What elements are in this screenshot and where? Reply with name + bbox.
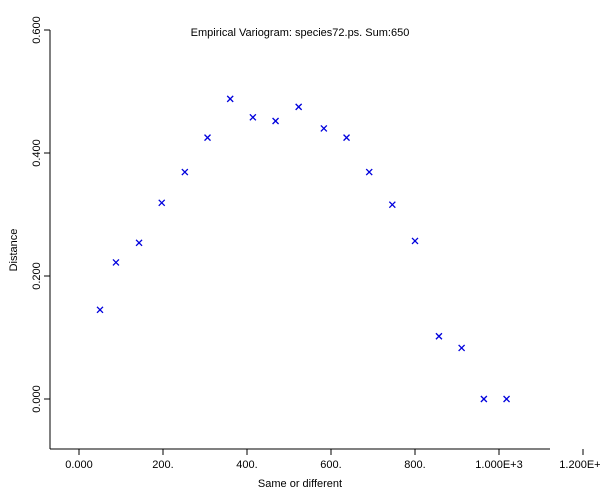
data-point xyxy=(343,134,350,142)
x-tick-label: 600. xyxy=(320,459,341,471)
data-point xyxy=(458,344,466,352)
y-tick-label: 0.600 xyxy=(31,16,43,44)
data-point xyxy=(112,259,120,266)
x-tick-label: 1.000E+3 xyxy=(475,459,522,471)
y-tick-label: 0.200 xyxy=(31,262,43,290)
data-point xyxy=(249,113,257,121)
x-tick-label: 0.000 xyxy=(65,459,93,471)
x-tick-label: 800. xyxy=(404,459,425,471)
axes xyxy=(49,30,550,450)
data-point xyxy=(158,199,166,207)
x-tick-label: 200. xyxy=(152,459,173,471)
data-point xyxy=(411,237,419,245)
y-tick-label: 0.000 xyxy=(31,385,43,413)
y-axis-title: Distance xyxy=(8,229,20,272)
data-point xyxy=(204,134,211,142)
data-points xyxy=(96,95,511,403)
data-point xyxy=(272,117,280,125)
x-tick-label: 400. xyxy=(236,459,257,471)
y-tick-label: 0.400 xyxy=(31,139,43,167)
data-point xyxy=(181,168,189,176)
data-point xyxy=(295,103,303,111)
data-point xyxy=(480,395,488,403)
data-point xyxy=(435,332,443,340)
y-ticks: 0.000 0.200 0.400 0.600 xyxy=(31,16,50,413)
data-point xyxy=(365,168,373,176)
data-point xyxy=(226,95,234,103)
data-point xyxy=(96,306,104,314)
data-point xyxy=(388,201,396,209)
data-point xyxy=(320,124,328,132)
data-point xyxy=(135,239,143,247)
x-ticks: 0.000 200. 400. 600. 800. 1.000E+3 1.200E+3 xyxy=(65,449,600,471)
x-tick-label: 1.200E+3 xyxy=(559,459,600,471)
chart-title: Empirical Variogram: species72.ps. Sum:6… xyxy=(191,27,410,39)
data-point xyxy=(503,395,511,403)
x-axis-title: Same or different xyxy=(258,478,342,490)
